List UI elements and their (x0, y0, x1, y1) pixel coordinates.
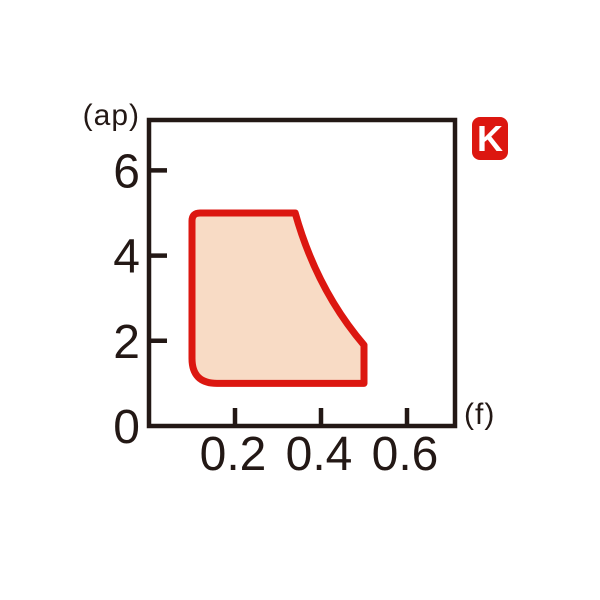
y-axis-unit-label: (ap) (82, 99, 140, 132)
x-tick-label: 0.2 (200, 428, 267, 481)
x-axis-unit-label: (f) (464, 398, 496, 431)
y-tick-label: 6 (113, 145, 140, 198)
cutting-region-shape (188, 209, 368, 387)
x-tick-label: 0.4 (286, 428, 353, 481)
x-tick-label: 0.6 (372, 428, 439, 481)
k-grade-badge: K (472, 117, 508, 160)
plot-border (146, 117, 458, 429)
y-tick-label: 4 (113, 231, 140, 284)
y-tick-label: 2 (113, 316, 140, 369)
y-tick-label: 0 (113, 401, 140, 454)
